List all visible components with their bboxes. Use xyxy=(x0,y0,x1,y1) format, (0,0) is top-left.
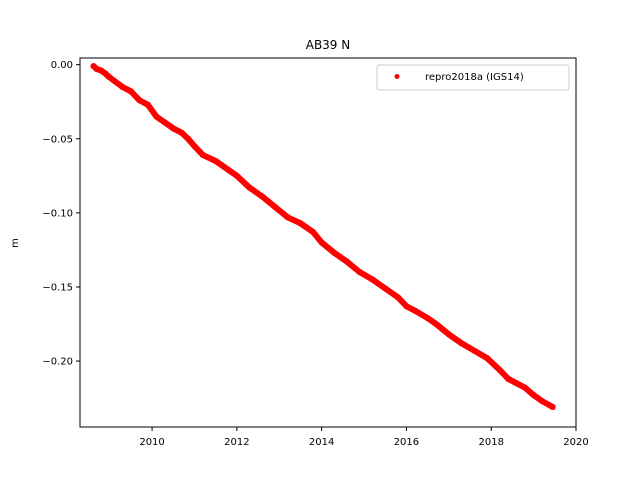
y-tick-label: −0.15 xyxy=(42,282,73,293)
x-tick-label: 2010 xyxy=(139,437,164,448)
legend-label: repro2018a (IGS14) xyxy=(425,72,524,83)
y-tick-label: −0.05 xyxy=(42,134,73,145)
legend: repro2018a (IGS14) xyxy=(376,64,570,91)
data-point xyxy=(549,403,556,410)
data-points xyxy=(90,63,556,410)
x-axis: 2010 2012 2014 2016 2018 2020 xyxy=(139,427,589,448)
plot-frame xyxy=(79,57,577,428)
x-tick-label: 2014 xyxy=(309,437,334,448)
x-tick-label: 2018 xyxy=(478,437,503,448)
y-tick-label: 0.00 xyxy=(51,60,73,71)
chart-title: AB39 N xyxy=(306,38,351,52)
y-axis: 0.00 −0.05 −0.10 −0.15 −0.20 xyxy=(42,60,80,368)
x-tick-label: 2016 xyxy=(394,437,419,448)
y-axis-label: m xyxy=(10,238,21,248)
legend-box xyxy=(376,64,570,91)
x-tick-label: 2012 xyxy=(224,437,249,448)
y-tick-label: −0.10 xyxy=(42,208,73,219)
legend-marker xyxy=(394,74,400,79)
y-tick-label: −0.20 xyxy=(42,357,73,368)
x-tick-label: 2020 xyxy=(563,437,588,448)
